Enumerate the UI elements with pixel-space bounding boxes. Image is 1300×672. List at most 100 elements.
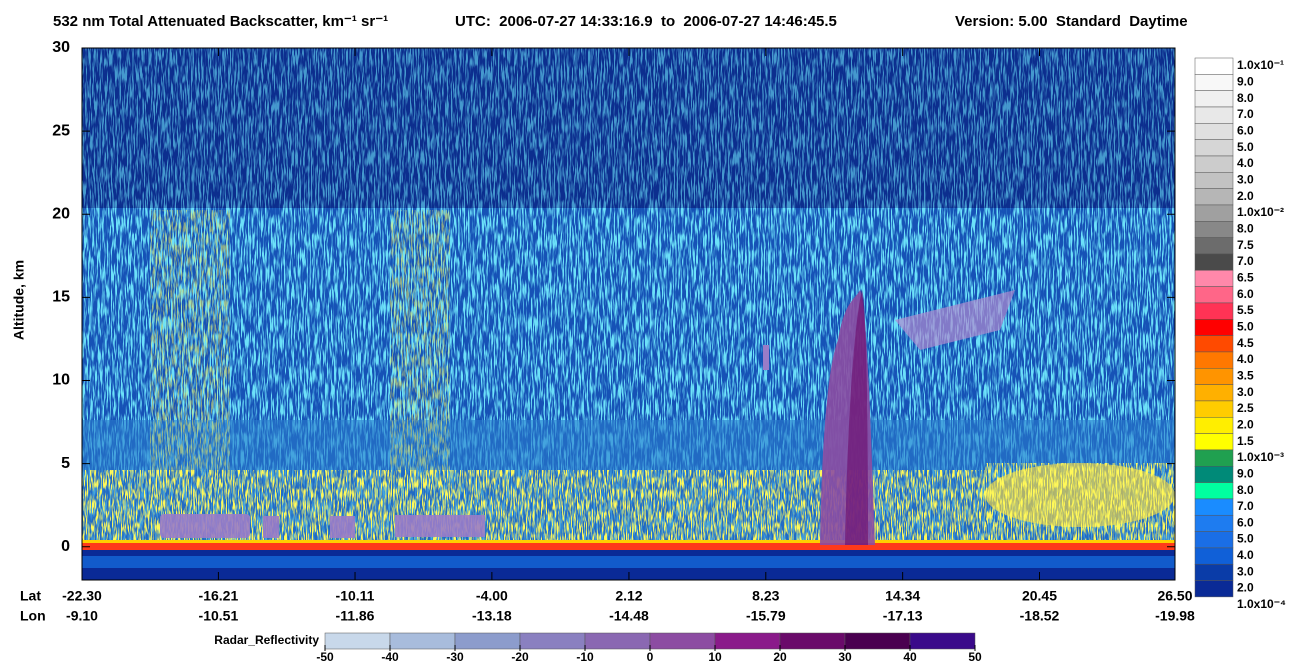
colorbar-box [1194,563,1234,581]
colorbar-box [1194,335,1234,353]
x-tick-label: -4.00 [476,588,508,604]
radar-colorbar-box [584,632,651,650]
colorbar-box [1194,417,1234,434]
colorbar-label: 5.0 [1237,140,1254,154]
colorbar-box [1194,155,1234,173]
radar-tick-label: -10 [576,650,594,664]
colorbar-box [1194,106,1234,124]
x-axis-label: Lat [20,588,41,604]
y-axis-label: Altitude, km [11,260,27,340]
colorbar-label: 9.0 [1237,466,1254,480]
colorbar-label: 1.0x10⁻¹ [1237,58,1284,72]
x2-tick-label: -19.98 [1155,608,1195,624]
x-tick-label: 2.12 [615,588,642,604]
colorbar-label: 5.5 [1237,303,1254,317]
x2-tick-label: -14.48 [609,608,649,624]
colorbar-label: 5.0 [1237,532,1254,546]
radar-colorbar-box [779,632,846,650]
colorbar-label: 2.0 [1237,581,1254,595]
colorbar-box [1194,466,1234,483]
colorbar-box [1194,139,1234,157]
colorbar-label: 6.0 [1237,123,1254,137]
y-tick-label: 5 [61,455,70,472]
colorbar-box [1194,123,1234,140]
colorbar-label: 3.0 [1237,385,1254,399]
colorbar-label: 1.0x10⁻² [1237,205,1284,219]
colorbar-label: 3.5 [1237,368,1254,382]
x2-axis-label: Lon [20,608,46,624]
radar-colorbar-box [714,632,781,650]
colorbar-label: 3.0 [1237,172,1254,186]
colorbar-label: 4.0 [1237,156,1254,170]
y-tick-label: 0 [61,538,70,555]
radar-tick-label: -30 [446,650,464,664]
colorbar-label: 1.0x10⁻⁴ [1237,597,1286,611]
x-tick-label: 26.50 [1157,588,1192,604]
radar-colorbar-box [649,632,716,650]
radar-tick-label: -50 [316,650,334,664]
colorbar-label: 3.0 [1237,564,1254,578]
colorbar-label: 2.0 [1237,417,1254,431]
x2-tick-label: -17.13 [883,608,923,624]
version-label: Version: 5.00 Standard Daytime [955,13,1188,30]
colorbar-label: 4.5 [1237,336,1254,350]
colorbar-label: 6.0 [1237,515,1254,529]
colorbar-box [1194,368,1234,385]
radar-colorbar-box [844,632,911,650]
radar-tick-label: 10 [708,650,722,664]
colorbar-label: 8.0 [1237,483,1254,497]
radar-colorbar-box [519,632,586,650]
colorbar-label: 7.0 [1237,254,1254,268]
colorbar-box [1194,547,1234,565]
colorbar-label: 2.5 [1237,401,1254,415]
colorbar-label: 2.0 [1237,189,1254,203]
x2-tick-label: -18.52 [1020,608,1060,624]
y-tick-label: 20 [52,205,70,222]
colorbar-box [1194,433,1234,451]
colorbar-label: 1.5 [1237,434,1254,448]
colorbar-box [1194,204,1234,222]
colorbar-box [1194,172,1234,189]
x2-tick-label: -13.18 [472,608,512,624]
colorbar-label: 4.0 [1237,352,1254,366]
colorbar-label: 8.0 [1237,91,1254,105]
colorbar-label: 6.0 [1237,287,1254,301]
chart-subtitle: UTC: 2006-07-27 14:33:16.9 to 2006-07-27… [455,13,837,30]
colorbar-box [1194,498,1234,516]
x2-tick-label: -11.86 [336,608,375,624]
y-tick-label: 30 [52,39,70,56]
backscatter-image [82,48,1175,580]
radar-tick-label: 50 [968,650,982,664]
radar-tick-label: -40 [381,650,399,664]
colorbar-box [1194,302,1234,320]
colorbar-box [1194,384,1234,402]
colorbar-box [1194,221,1234,238]
colorbar-label: 7.0 [1237,107,1254,121]
y-tick-label: 15 [52,289,70,306]
colorbar-label: 5.0 [1237,319,1254,333]
x-tick-label: -22.30 [62,588,102,604]
radar-tick-label: 30 [838,650,852,664]
x2-tick-label: -10.51 [199,608,239,624]
radar-colorbar-box [909,632,976,650]
x-tick-label: -10.11 [336,588,375,604]
colorbar-label: 8.0 [1237,221,1254,235]
x-tick-label: 8.23 [752,588,779,604]
colorbar-box [1194,351,1234,369]
radar-colorbar-box [454,632,521,650]
x-tick-label: -16.21 [199,588,239,604]
colorbar-box [1194,57,1234,75]
colorbar-box [1194,449,1234,467]
colorbar-box [1194,531,1234,549]
colorbar-box [1194,74,1234,91]
colorbar-box [1194,319,1234,336]
radar-tick-label: 0 [647,650,654,664]
colorbar-label: 7.5 [1237,238,1254,252]
colorbar-label: 1.0x10⁻³ [1237,450,1284,464]
radar-colorbar-label: Radar_Reflectivity [214,633,319,647]
radar-colorbar-box [324,632,391,650]
colorbar-label: 9.0 [1237,75,1254,89]
colorbar-box [1194,237,1234,255]
colorbar-box [1194,90,1234,108]
